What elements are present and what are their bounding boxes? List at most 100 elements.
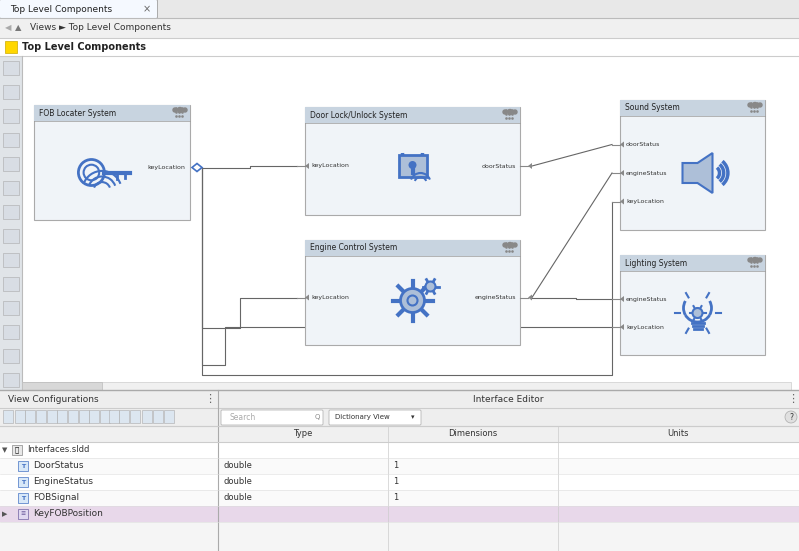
Text: Door Lock/Unlock System: Door Lock/Unlock System	[310, 111, 407, 120]
Text: ×: ×	[143, 4, 151, 14]
Bar	[3, 410, 13, 423]
Text: T: T	[21, 479, 25, 484]
Text: keyLocation: keyLocation	[311, 164, 349, 169]
Polygon shape	[528, 163, 532, 169]
Bar	[0, 56, 22, 390]
Bar	[3, 133, 19, 147]
Bar	[0, 442, 799, 458]
Text: DoorStatus: DoorStatus	[33, 462, 84, 471]
Bar	[3, 61, 19, 75]
Circle shape	[400, 289, 424, 312]
Text: Engine Control System: Engine Control System	[310, 244, 397, 252]
Bar	[18, 477, 28, 487]
Bar	[3, 109, 19, 123]
Text: Interfaces.sldd: Interfaces.sldd	[27, 446, 89, 455]
Text: View Configurations: View Configurations	[8, 395, 98, 403]
Text: ⋮: ⋮	[205, 394, 216, 404]
Bar	[620, 255, 765, 355]
Circle shape	[503, 243, 507, 247]
Text: Dictionary View: Dictionary View	[335, 414, 390, 420]
Bar	[3, 349, 19, 363]
Bar	[22, 56, 799, 390]
Polygon shape	[620, 198, 624, 204]
Bar	[22, 382, 791, 390]
Text: Type: Type	[293, 429, 312, 439]
Bar	[34, 105, 190, 121]
Text: ▾: ▾	[411, 414, 415, 420]
Bar	[0, 458, 799, 474]
Polygon shape	[620, 296, 624, 302]
Bar	[3, 277, 19, 291]
Bar	[305, 240, 520, 256]
Circle shape	[173, 108, 177, 112]
Polygon shape	[682, 153, 713, 193]
Text: Q: Q	[314, 414, 320, 420]
Bar	[305, 240, 520, 345]
Text: 1: 1	[393, 478, 398, 487]
Text: 1: 1	[393, 462, 398, 471]
Bar	[0, 506, 799, 522]
Bar	[57, 410, 67, 423]
Text: double: double	[223, 478, 252, 487]
Text: engineStatus: engineStatus	[626, 170, 667, 176]
Bar	[153, 410, 163, 423]
Bar	[3, 85, 19, 99]
Text: T: T	[21, 495, 25, 500]
Polygon shape	[305, 163, 309, 169]
Text: Top Level Components: Top Level Components	[22, 42, 146, 52]
Circle shape	[426, 282, 435, 291]
Bar	[0, 490, 799, 506]
Bar	[620, 100, 765, 116]
Circle shape	[513, 110, 517, 114]
Circle shape	[183, 108, 187, 112]
Bar	[12, 445, 22, 455]
Text: FOBSignal: FOBSignal	[33, 494, 79, 503]
Circle shape	[785, 411, 797, 423]
Bar	[142, 410, 152, 423]
Polygon shape	[620, 142, 624, 148]
Bar	[89, 410, 99, 423]
Bar	[18, 493, 28, 503]
Bar	[3, 229, 19, 243]
Text: engineStatus: engineStatus	[626, 296, 667, 301]
Bar	[620, 255, 765, 271]
Text: ?: ?	[789, 413, 793, 422]
Text: ▼: ▼	[2, 447, 8, 453]
Bar	[0, 426, 799, 442]
Bar	[3, 301, 19, 315]
Bar	[15, 410, 25, 423]
Text: double: double	[223, 462, 252, 471]
Circle shape	[753, 257, 757, 262]
Circle shape	[748, 103, 752, 107]
Text: keyLocation: keyLocation	[626, 199, 664, 204]
Circle shape	[177, 107, 182, 112]
Circle shape	[503, 110, 507, 114]
Bar	[68, 410, 78, 423]
Bar	[3, 157, 19, 171]
Circle shape	[507, 110, 512, 115]
Circle shape	[693, 308, 702, 318]
Bar	[18, 461, 28, 471]
Text: 🔌: 🔌	[15, 447, 19, 453]
Circle shape	[408, 161, 416, 169]
Bar	[0, 0, 799, 18]
Bar	[47, 410, 57, 423]
Bar	[399, 155, 427, 177]
Text: doorStatus: doorStatus	[626, 142, 661, 147]
Circle shape	[753, 102, 757, 107]
Bar	[0, 408, 799, 426]
Bar	[79, 410, 89, 423]
Bar	[34, 105, 190, 220]
Circle shape	[748, 258, 752, 262]
Bar	[3, 253, 19, 267]
Bar	[305, 107, 520, 123]
Text: FOB Locater System: FOB Locater System	[39, 109, 116, 117]
Bar	[164, 410, 174, 423]
Bar	[3, 181, 19, 195]
Circle shape	[513, 243, 517, 247]
Text: Dimensions: Dimensions	[448, 429, 498, 439]
Text: 1: 1	[393, 494, 398, 503]
Circle shape	[758, 258, 762, 262]
Text: Sound System: Sound System	[625, 104, 680, 112]
Bar	[0, 18, 799, 38]
